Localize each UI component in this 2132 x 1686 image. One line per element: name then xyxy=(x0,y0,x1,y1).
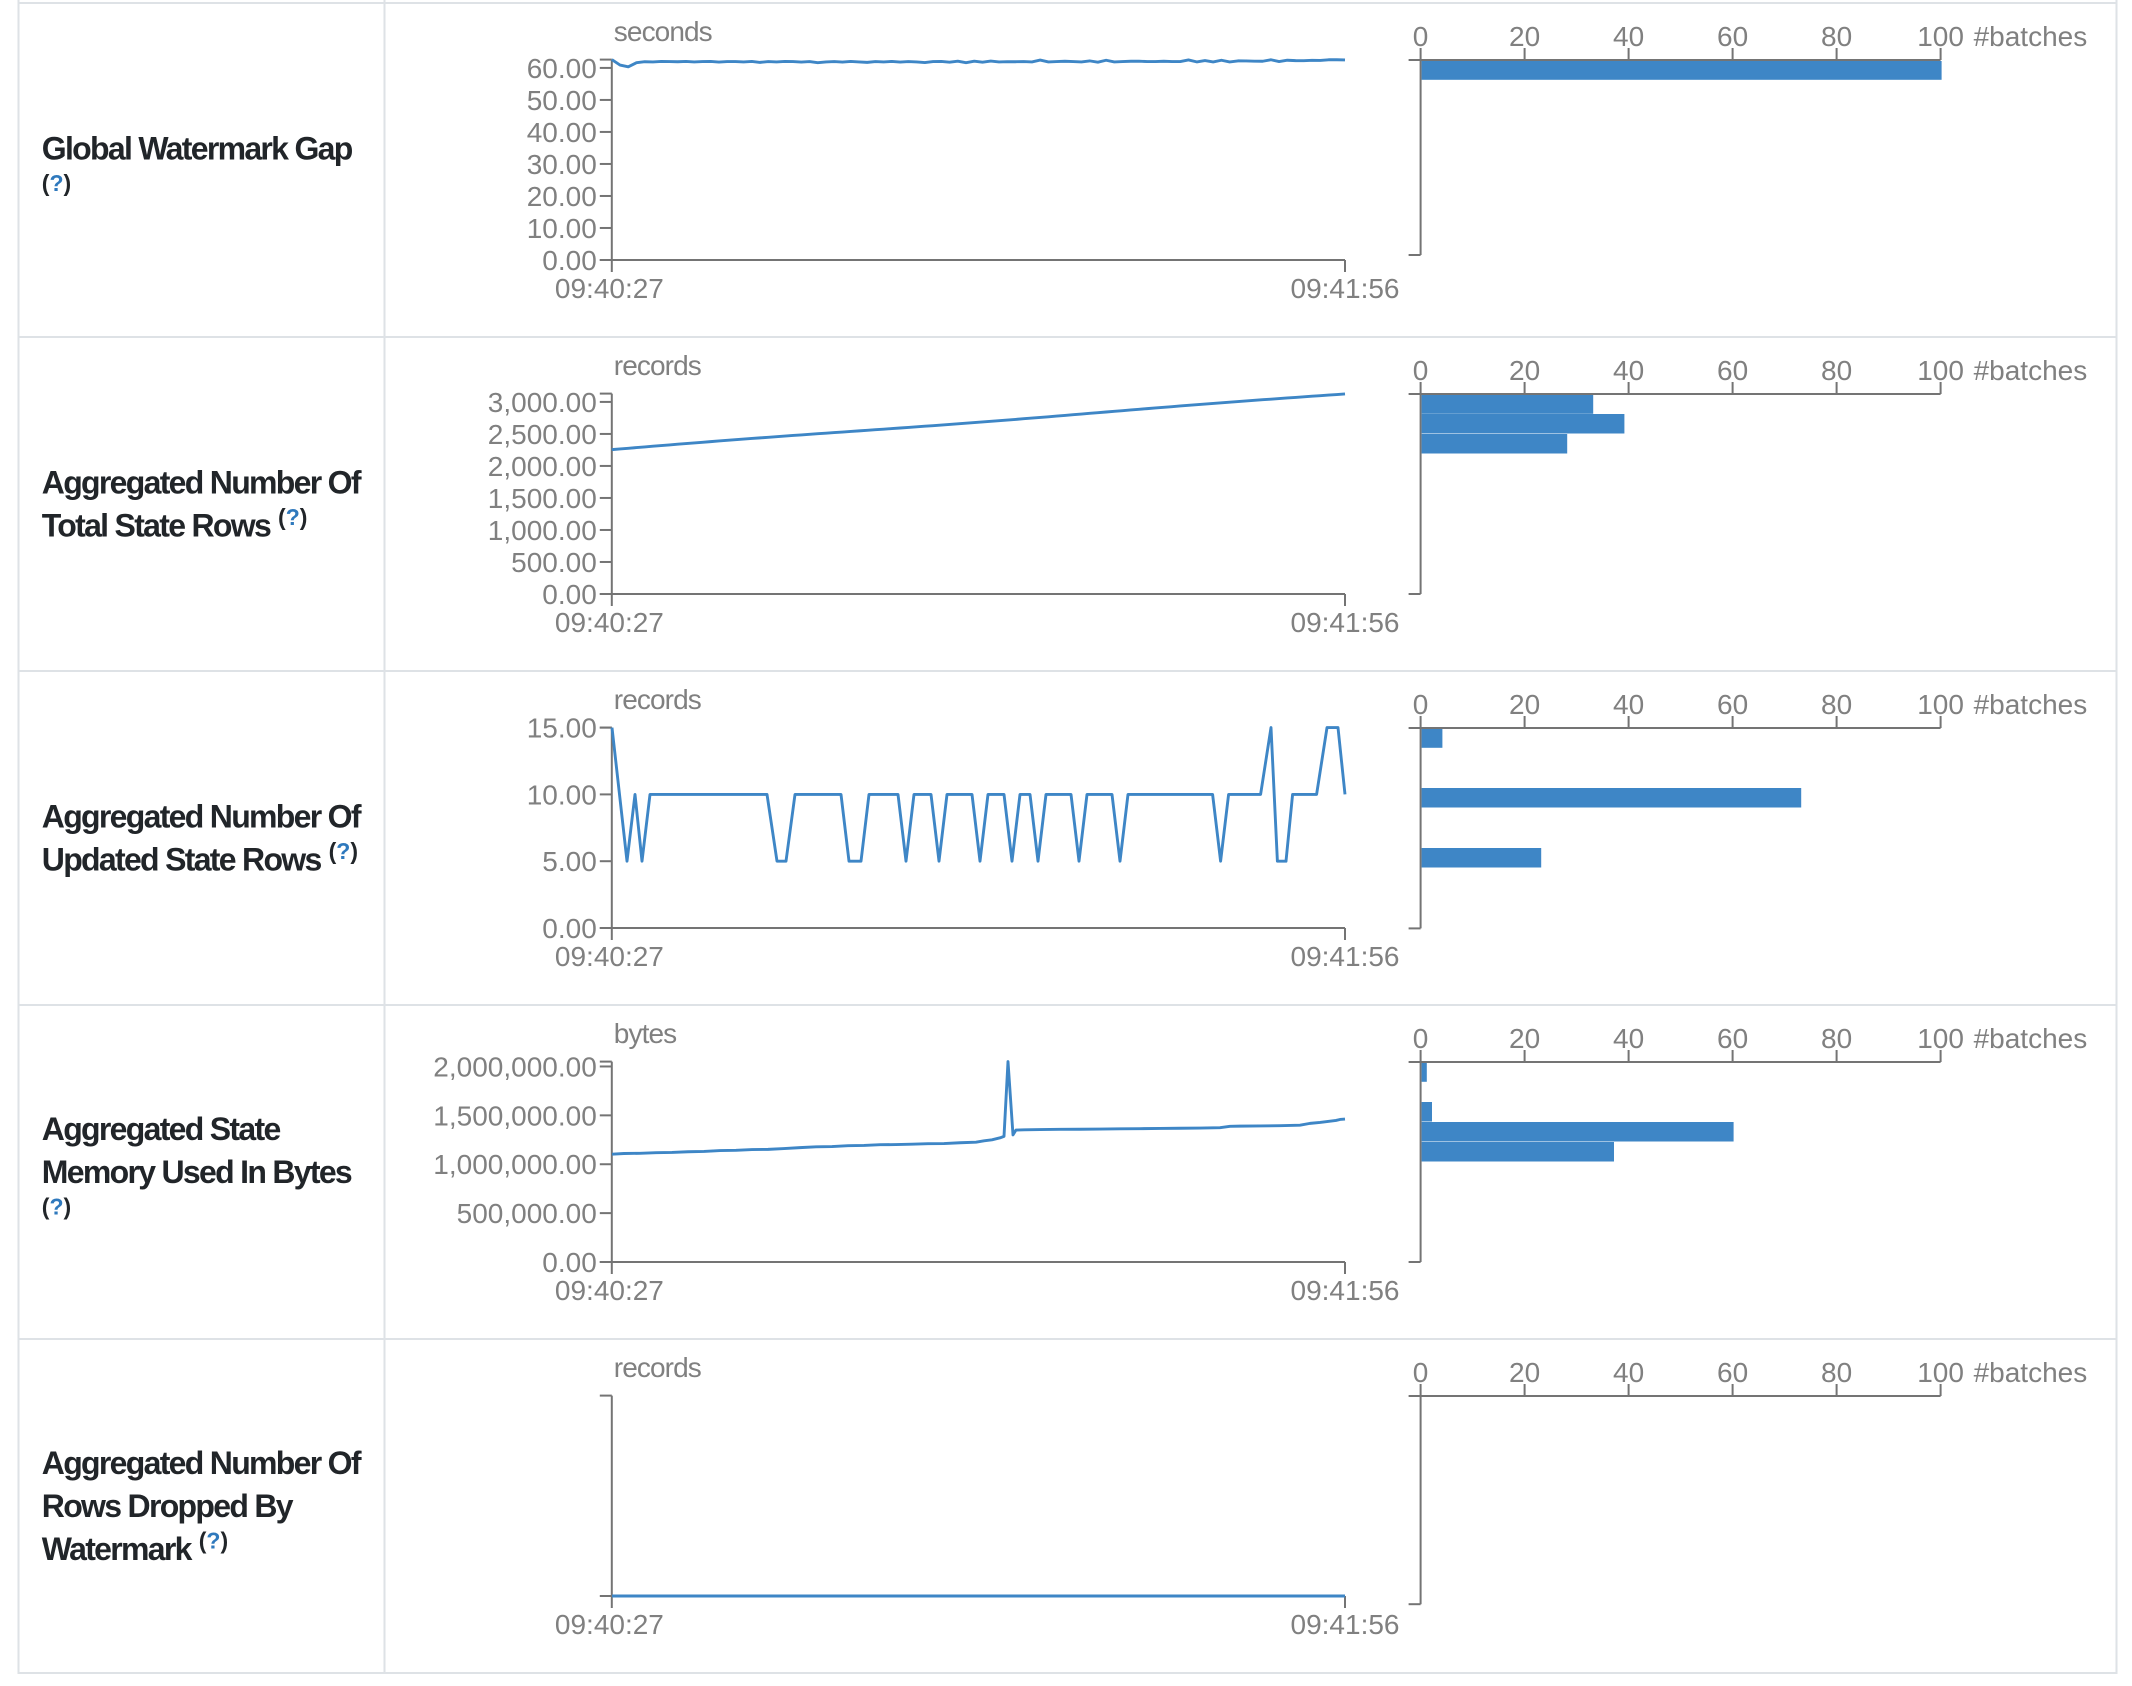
svg-text:20.00: 20.00 xyxy=(527,181,597,212)
svg-text:20: 20 xyxy=(1509,355,1540,386)
svg-text:Aggregated State: Aggregated State xyxy=(42,1111,281,1147)
svg-text:60: 60 xyxy=(1717,689,1748,720)
svg-text:100: 100 xyxy=(1917,1023,1964,1054)
svg-text:40: 40 xyxy=(1613,1357,1644,1388)
svg-text:500,000.00: 500,000.00 xyxy=(457,1198,597,1229)
svg-text:2,000,000.00: 2,000,000.00 xyxy=(433,1051,597,1082)
svg-text:500.00: 500.00 xyxy=(511,547,597,578)
svg-text:60.00: 60.00 xyxy=(527,53,597,84)
svg-text:50.00: 50.00 xyxy=(527,85,597,116)
svg-text:0.00: 0.00 xyxy=(542,579,597,610)
svg-text:0: 0 xyxy=(1413,1023,1429,1054)
svg-text:0: 0 xyxy=(1413,21,1429,52)
svg-text:100: 100 xyxy=(1917,1357,1964,1388)
svg-text:100: 100 xyxy=(1917,689,1964,720)
svg-text:40.00: 40.00 xyxy=(527,117,597,148)
svg-text:#batches: #batches xyxy=(1974,1023,2088,1054)
svg-text:0: 0 xyxy=(1413,1357,1429,1388)
svg-text:Memory Used In Bytes: Memory Used In Bytes xyxy=(42,1154,352,1190)
svg-text:40: 40 xyxy=(1613,689,1644,720)
svg-text:(?): (?) xyxy=(42,1194,71,1220)
svg-text:5.00: 5.00 xyxy=(542,846,597,877)
svg-text:09:40:27: 09:40:27 xyxy=(555,1275,664,1306)
svg-text:15.00: 15.00 xyxy=(527,713,597,744)
svg-text:09:41:56: 09:41:56 xyxy=(1291,1275,1400,1306)
svg-text:20: 20 xyxy=(1509,21,1540,52)
svg-text:3,000.00: 3,000.00 xyxy=(488,387,597,418)
svg-text:records: records xyxy=(614,350,701,381)
svg-text:0.00: 0.00 xyxy=(542,1247,597,1278)
svg-text:40: 40 xyxy=(1613,21,1644,52)
svg-text:80: 80 xyxy=(1821,1023,1852,1054)
svg-text:0: 0 xyxy=(1413,689,1429,720)
svg-text:40: 40 xyxy=(1613,1023,1644,1054)
svg-text:80: 80 xyxy=(1821,689,1852,720)
svg-text:2,500.00: 2,500.00 xyxy=(488,419,597,450)
svg-text:seconds: seconds xyxy=(614,16,712,47)
svg-text:20: 20 xyxy=(1509,689,1540,720)
svg-text:20: 20 xyxy=(1509,1357,1540,1388)
svg-text:09:40:27: 09:40:27 xyxy=(555,1609,664,1640)
svg-text:#batches: #batches xyxy=(1974,21,2088,52)
svg-text:Rows Dropped By: Rows Dropped By xyxy=(42,1488,294,1524)
svg-text:30.00: 30.00 xyxy=(527,149,597,180)
svg-text:#batches: #batches xyxy=(1974,1357,2088,1388)
svg-text:Aggregated Number Of: Aggregated Number Of xyxy=(42,1445,362,1481)
svg-text:80: 80 xyxy=(1821,1357,1852,1388)
svg-text:60: 60 xyxy=(1717,21,1748,52)
svg-text:0.00: 0.00 xyxy=(542,913,597,944)
svg-text:60: 60 xyxy=(1717,1023,1748,1054)
svg-text:Aggregated Number Of: Aggregated Number Of xyxy=(42,465,362,501)
svg-text:0.00: 0.00 xyxy=(542,245,597,276)
svg-text:Updated State Rows(?): Updated State Rows (?) xyxy=(42,838,358,878)
svg-text:2,000.00: 2,000.00 xyxy=(488,451,597,482)
svg-text:09:41:56: 09:41:56 xyxy=(1291,607,1400,638)
svg-text:10.00: 10.00 xyxy=(527,779,597,810)
svg-text:80: 80 xyxy=(1821,21,1852,52)
svg-text:Watermark(?): Watermark (?) xyxy=(42,1528,228,1568)
svg-text:60: 60 xyxy=(1717,1357,1748,1388)
svg-text:1,500.00: 1,500.00 xyxy=(488,483,597,514)
svg-text:Total State Rows(?): Total State Rows (?) xyxy=(42,504,308,544)
svg-text:09:40:27: 09:40:27 xyxy=(555,941,664,972)
svg-text:10.00: 10.00 xyxy=(527,213,597,244)
svg-text:100: 100 xyxy=(1917,355,1964,386)
svg-text:09:41:56: 09:41:56 xyxy=(1291,1609,1400,1640)
svg-text:20: 20 xyxy=(1509,1023,1540,1054)
svg-text:#batches: #batches xyxy=(1974,355,2088,386)
svg-text:1,000,000.00: 1,000,000.00 xyxy=(433,1149,597,1180)
svg-text:bytes: bytes xyxy=(614,1018,676,1049)
svg-text:0: 0 xyxy=(1413,355,1429,386)
svg-text:09:40:27: 09:40:27 xyxy=(555,607,664,638)
svg-text:09:41:56: 09:41:56 xyxy=(1291,273,1400,304)
svg-text:100: 100 xyxy=(1917,21,1964,52)
svg-text:1,500,000.00: 1,500,000.00 xyxy=(433,1100,597,1131)
svg-text:(?): (?) xyxy=(42,170,71,196)
svg-text:#batches: #batches xyxy=(1974,689,2088,720)
svg-text:09:41:56: 09:41:56 xyxy=(1291,941,1400,972)
svg-text:60: 60 xyxy=(1717,355,1748,386)
svg-text:80: 80 xyxy=(1821,355,1852,386)
svg-text:records: records xyxy=(614,1352,701,1383)
svg-text:1,000.00: 1,000.00 xyxy=(488,515,597,546)
svg-text:Aggregated Number Of: Aggregated Number Of xyxy=(42,799,362,835)
svg-text:09:40:27: 09:40:27 xyxy=(555,273,664,304)
svg-text:records: records xyxy=(614,684,701,715)
svg-text:40: 40 xyxy=(1613,355,1644,386)
svg-text:Global Watermark Gap: Global Watermark Gap xyxy=(42,131,353,167)
